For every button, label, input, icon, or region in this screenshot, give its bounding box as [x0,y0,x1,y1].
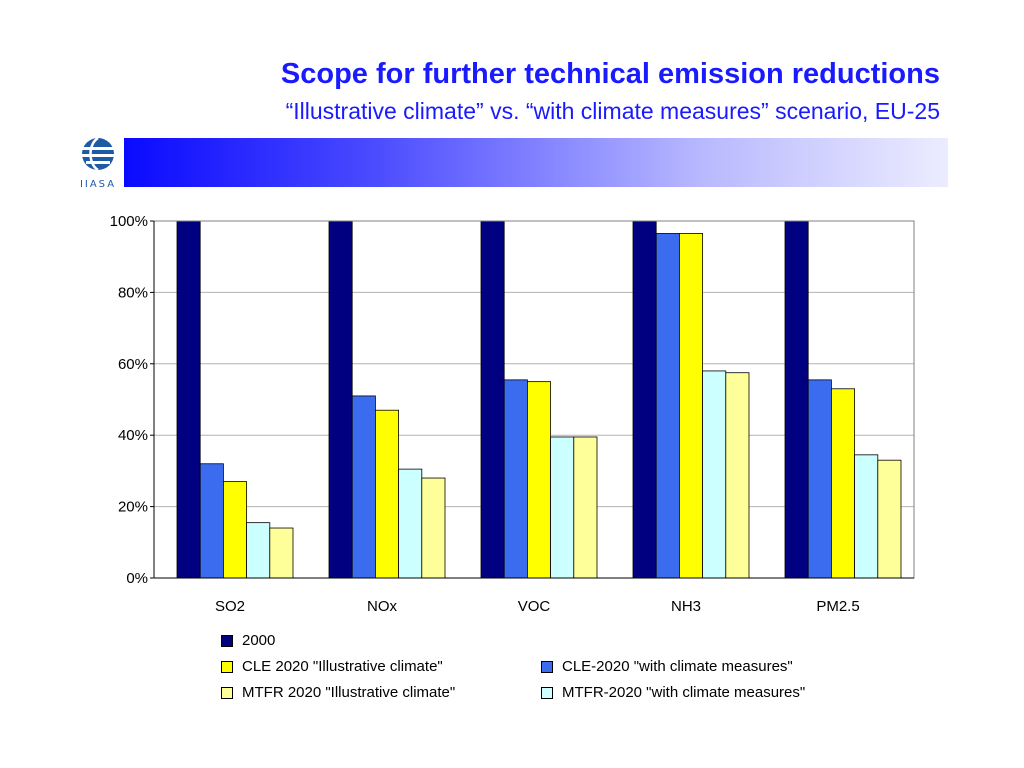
legend-label-cle-illustrative: CLE 2020 "Illustrative climate" [242,658,443,675]
y-tick-label: 80% [118,284,148,301]
legend-item-cle-measures: CLE-2020 "with climate measures" [541,658,793,675]
header-gradient-bar [124,138,948,187]
legend-swatch-cle-measures [541,660,553,673]
bar [503,379,528,579]
bar [527,381,552,579]
legend-item-mtfr-illustrative: MTFR 2020 "Illustrative climate" [221,684,455,701]
bar [854,454,879,579]
y-tick-label: 60% [118,356,148,373]
legend-label-cle-measures: CLE-2020 "with climate measures" [562,658,793,675]
slide-subtitle: “Illustrative climate” vs. “with climate… [285,98,940,124]
bar [421,477,446,579]
bar [573,436,598,579]
bar [550,436,575,579]
legend-swatch-mtfr-illustrative [221,686,233,699]
bar [398,468,423,579]
bar [784,220,809,579]
x-tick-label: SO2 [215,598,245,615]
x-tick-label: NOx [367,598,398,615]
y-tick-label: 40% [118,427,148,444]
legend-item-2000: 2000 [221,632,275,649]
bar [480,220,505,579]
bar [199,463,224,579]
x-tick-label: NH3 [671,598,701,615]
bar [222,481,247,579]
legend-label-2000: 2000 [242,632,276,649]
bar [807,379,832,579]
bar [176,220,201,579]
iiasa-logo: IIASA [74,136,122,190]
bar [831,388,856,579]
bar [374,409,399,579]
legend-item-cle-illustrative: CLE 2020 "Illustrative climate" [221,658,443,675]
legend-label-mtfr-illustrative: MTFR 2020 "Illustrative climate" [242,684,456,701]
bar [702,370,727,579]
bar [632,220,657,579]
bar [679,233,704,579]
x-tick-label: PM2.5 [816,598,859,615]
x-tick-label: VOC [518,598,551,615]
bar [269,527,294,579]
bar [351,395,376,579]
y-tick-label: 20% [118,499,148,516]
bar [725,372,750,579]
bar [246,522,271,579]
legend-swatch-mtfr-measures [541,686,553,699]
bar [877,459,902,579]
y-tick-label: 0% [126,570,148,587]
svg-text:IIASA: IIASA [80,179,116,190]
legend-swatch-cle-illustrative [221,660,233,673]
bar [328,220,353,579]
legend-label-mtfr-measures: MTFR-2020 "with climate measures" [562,684,806,701]
y-tick-label: 100% [110,213,148,230]
slide-title: Scope for further technical emission red… [280,58,940,90]
bar [655,233,680,579]
legend-swatch-2000 [221,634,233,647]
legend-item-mtfr-measures: MTFR-2020 "with climate measures" [541,684,805,701]
